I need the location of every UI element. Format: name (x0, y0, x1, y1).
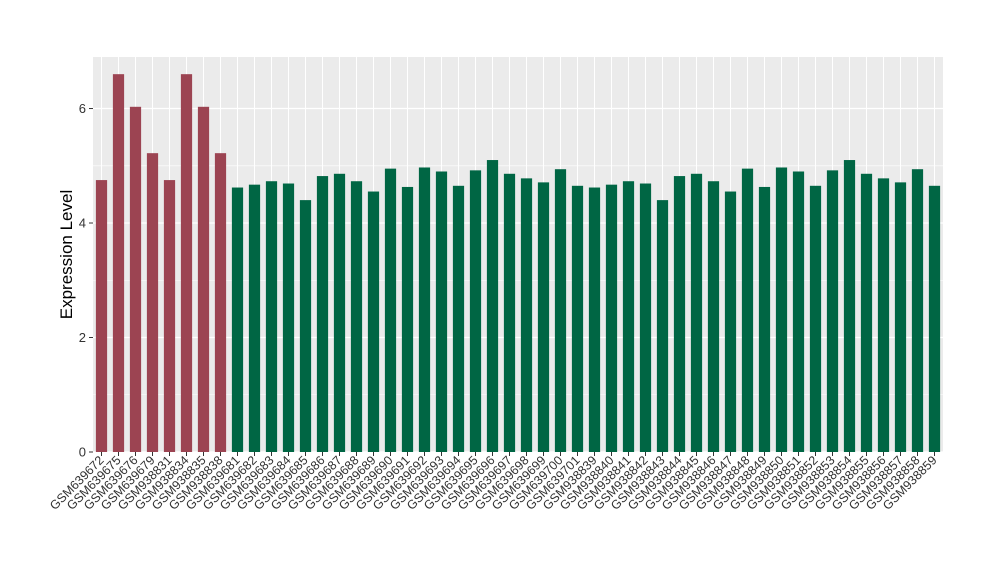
bar (282, 183, 295, 452)
bar (826, 170, 839, 452)
bar (673, 176, 686, 453)
bar (520, 178, 533, 453)
bar (180, 74, 193, 452)
bar (741, 168, 754, 452)
bar (163, 180, 176, 452)
bar (146, 153, 159, 452)
bar (911, 169, 924, 453)
bars (95, 74, 941, 453)
bar (928, 185, 941, 452)
bar (350, 181, 363, 452)
bar (758, 186, 771, 452)
y-tick-label: 4 (79, 216, 86, 231)
bar (571, 185, 584, 452)
y-axis-label: Expression Level (57, 190, 76, 319)
bar (622, 181, 635, 452)
bar (112, 74, 125, 452)
bar (129, 106, 142, 452)
bar (605, 184, 618, 452)
bar (367, 191, 380, 452)
bar (299, 200, 312, 452)
bar (503, 173, 516, 453)
y-tick-label: 2 (79, 330, 86, 345)
bar (775, 167, 788, 452)
bar (894, 182, 907, 452)
bar (95, 180, 108, 452)
bar (588, 187, 601, 453)
bar (486, 160, 499, 453)
bar (707, 181, 720, 452)
bar (214, 153, 227, 452)
bar (860, 173, 873, 453)
y-tick-label: 6 (79, 101, 86, 116)
bar (537, 182, 550, 452)
bar (418, 167, 431, 452)
bar (656, 200, 669, 452)
bar (231, 187, 244, 453)
bar (333, 173, 346, 453)
y-tick-label: 0 (79, 445, 86, 460)
bar (724, 191, 737, 452)
bar (690, 173, 703, 453)
bar (469, 170, 482, 452)
bar (554, 169, 567, 453)
x-axis: GSM639672GSM639675GSM639676GSM639679GSM9… (47, 452, 940, 513)
bar (452, 185, 465, 452)
bar (384, 168, 397, 452)
bar (792, 171, 805, 453)
bar (435, 171, 448, 453)
bar (639, 183, 652, 452)
bar (265, 181, 278, 452)
bar (877, 178, 890, 453)
bar (843, 160, 856, 453)
bar (316, 176, 329, 453)
y-axis: 0 2 4 6 (79, 101, 93, 460)
bar (401, 186, 414, 452)
bar (197, 106, 210, 452)
bar (809, 185, 822, 452)
bar (248, 184, 261, 452)
